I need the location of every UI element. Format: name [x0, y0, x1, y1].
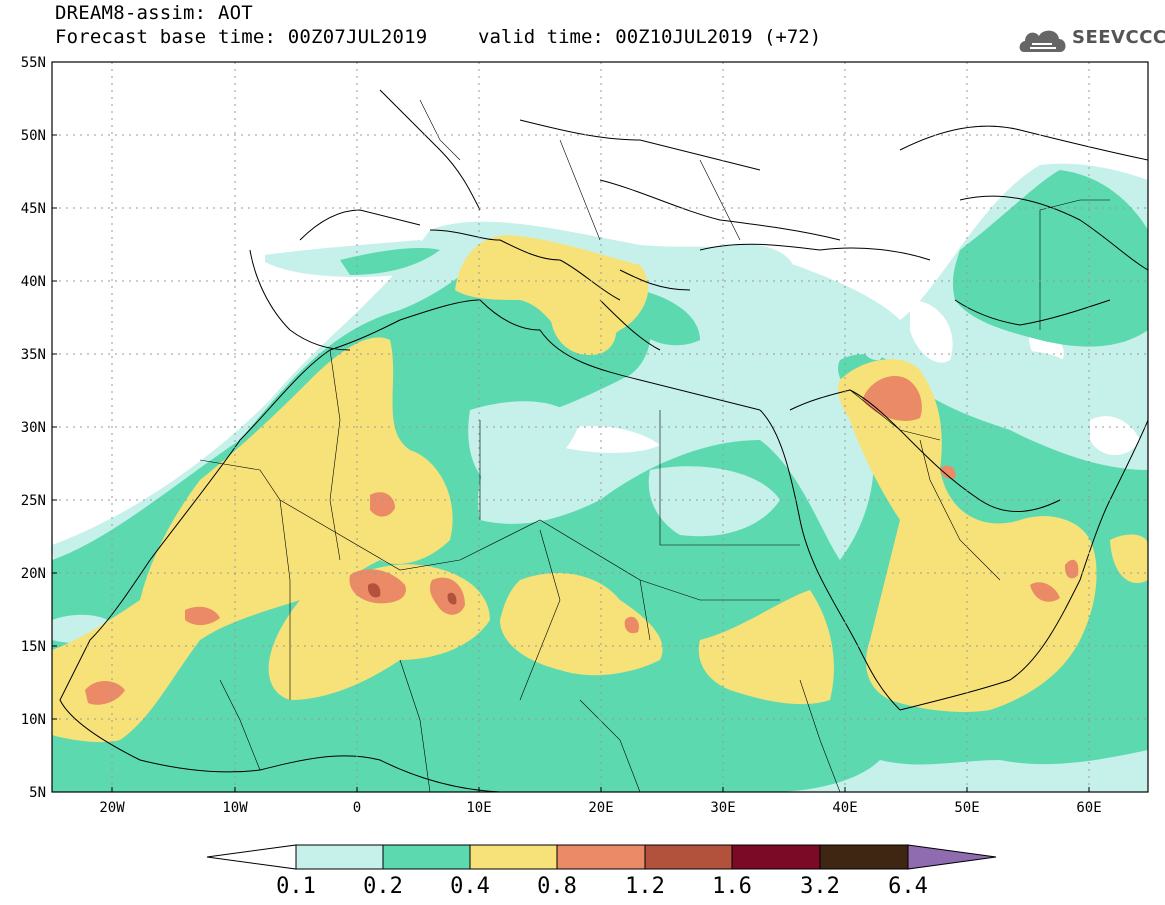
colorbar-segment	[382, 844, 471, 870]
lat-label: 15N	[21, 639, 46, 655]
grid-lines	[52, 62, 1148, 792]
lat-label: 45N	[21, 201, 46, 217]
colorbar-low-arrow	[206, 844, 297, 870]
lon-label: 20E	[588, 800, 613, 816]
colorbar-label: 1.2	[625, 874, 665, 899]
latitude-ticks	[52, 134, 57, 720]
colorbar-labels: 0.1 0.2 0.4 0.8 1.2 1.6 3.2 6.4	[276, 874, 928, 899]
colorbar-segment	[295, 844, 384, 870]
lat-label: 50N	[21, 128, 46, 144]
aot-level-0.1-interior	[52, 320, 1080, 643]
lat-label: 55N	[21, 55, 46, 71]
lat-label: 25N	[21, 493, 46, 509]
lat-label: 30N	[21, 420, 46, 436]
lon-label: 10W	[222, 800, 248, 816]
lat-label: 20N	[21, 566, 46, 582]
colorbar-high-arrow	[907, 844, 997, 870]
lon-label: 0	[353, 800, 361, 816]
coastlines	[59, 89, 1148, 792]
lon-label: 20W	[99, 800, 125, 816]
colorbar-label: 1.6	[712, 874, 752, 899]
colorbar-segment	[731, 844, 821, 870]
logo-text: SEEVCCC	[1072, 27, 1165, 48]
latitude-labels: 55N 50N 45N 40N 35N 30N 25N 20N 15N 10N …	[21, 55, 46, 801]
colorbar-label: 0.8	[537, 874, 577, 899]
lat-label: 40N	[21, 274, 46, 290]
colorbar-label: 0.1	[276, 874, 316, 899]
country-borders	[199, 99, 1110, 792]
lon-label: 60E	[1076, 800, 1101, 816]
longitude-labels: 20W 10W 0 10E 20E 30E 40E 50E 60E	[99, 800, 1101, 816]
lat-label: 35N	[21, 347, 46, 363]
chart-title: DREAM8-assim: AOT	[55, 2, 253, 24]
valid-time: valid time: 00Z10JUL2019 (+72)	[478, 26, 822, 48]
forecast-base-time: Forecast base time: 00Z07JUL2019	[55, 26, 428, 48]
colorbar-label: 0.2	[363, 874, 403, 899]
colorbar-label: 3.2	[800, 874, 840, 899]
colorbar-segment	[469, 844, 558, 870]
colorbar-segment	[644, 844, 733, 870]
lon-label: 50E	[954, 800, 979, 816]
aot-level-0.4	[52, 235, 1148, 743]
colorbar-segment	[819, 844, 909, 870]
cloud-icon	[1019, 30, 1066, 52]
lon-label: 30E	[710, 800, 735, 816]
colorbar-label: 0.4	[450, 874, 490, 899]
lat-label: 5N	[29, 785, 46, 801]
aot-level-1.2	[367, 583, 457, 605]
lat-label: 10N	[21, 712, 46, 728]
lon-label: 10E	[466, 800, 491, 816]
colorbar-label: 6.4	[888, 874, 928, 899]
colorbar-segment	[556, 844, 646, 870]
lon-label: 40E	[832, 800, 857, 816]
longitude-ticks	[111, 787, 1090, 792]
